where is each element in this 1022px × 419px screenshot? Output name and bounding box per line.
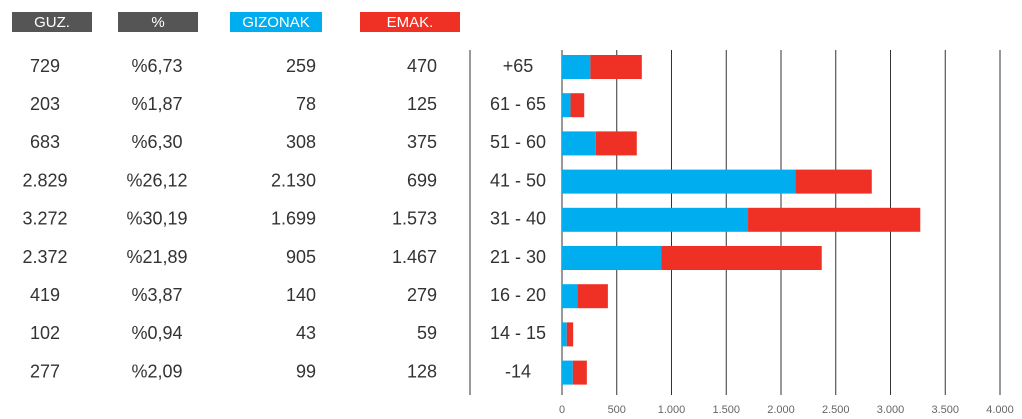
bar	[577, 284, 608, 309]
header-label: %	[151, 14, 164, 31]
cell: 59	[417, 323, 437, 343]
header-box	[360, 12, 460, 32]
category-label: 21 - 30	[490, 247, 546, 267]
bar	[562, 131, 596, 156]
cell: %1,87	[131, 94, 182, 114]
category-label: -14	[505, 361, 531, 381]
header-label: GUZ.	[34, 14, 70, 31]
x-tick-label: 2.500	[822, 404, 850, 416]
cell: 277	[30, 361, 60, 381]
bar	[562, 55, 591, 79]
cell: 2.372	[22, 247, 67, 267]
bar	[562, 93, 571, 118]
cell: %2,09	[131, 361, 182, 381]
cell: 729	[30, 56, 60, 76]
cell: 140	[286, 285, 316, 305]
cell: 2.130	[271, 170, 316, 190]
category-label: 16 - 20	[490, 285, 546, 305]
cell: 128	[407, 361, 437, 381]
cell: 125	[407, 94, 437, 114]
cell: %6,73	[131, 56, 182, 76]
cell: %30,19	[126, 209, 187, 229]
x-tick-label: 1.500	[712, 404, 740, 416]
cell: 99	[296, 361, 316, 381]
x-tick-label: 4.000	[986, 404, 1014, 416]
cell: 259	[286, 56, 316, 76]
bar	[562, 169, 796, 194]
x-tick-label: 0	[559, 404, 565, 416]
cell: 78	[296, 94, 316, 114]
category-label: 51 - 60	[490, 132, 546, 152]
category-label: +65	[503, 56, 534, 76]
header-label: GIZONAK	[242, 14, 310, 31]
cell: %21,89	[126, 247, 187, 267]
cell: 3.272	[22, 209, 67, 229]
category-label: 31 - 40	[490, 209, 546, 229]
bar	[562, 207, 749, 232]
bar	[748, 207, 921, 232]
header-box	[12, 12, 92, 32]
header-label: EMAK.	[387, 14, 434, 31]
bar	[562, 360, 573, 385]
cell: %26,12	[126, 170, 187, 190]
cell: 375	[407, 132, 437, 152]
category-label: 14 - 15	[490, 323, 546, 343]
bar	[562, 246, 662, 270]
bar	[562, 284, 578, 309]
cell: 905	[286, 247, 316, 267]
header-box	[230, 12, 322, 32]
bar	[590, 55, 642, 79]
x-tick-label: 3.000	[877, 404, 905, 416]
cell: 102	[30, 323, 60, 343]
bar	[572, 360, 587, 385]
cell: 308	[286, 132, 316, 152]
cell: 2.829	[22, 170, 67, 190]
cell: 1.573	[392, 209, 437, 229]
bar	[661, 246, 822, 270]
category-label: 41 - 50	[490, 170, 546, 190]
bar	[562, 322, 567, 347]
cell: 279	[407, 285, 437, 305]
x-tick-label: 500	[608, 404, 626, 416]
x-tick-label: 1.000	[658, 404, 686, 416]
header-box	[118, 12, 198, 32]
cell: 1.699	[271, 209, 316, 229]
cell: 1.467	[392, 247, 437, 267]
cell: %0,94	[131, 323, 182, 343]
x-tick-label: 2.000	[767, 404, 795, 416]
cell: 203	[30, 94, 60, 114]
x-tick-label: 3.500	[931, 404, 959, 416]
bar	[795, 169, 872, 194]
cell: 419	[30, 285, 60, 305]
cell: %3,87	[131, 285, 182, 305]
cell: 699	[407, 170, 437, 190]
category-label: 61 - 65	[490, 94, 546, 114]
cell: 43	[296, 323, 316, 343]
cell: 470	[407, 56, 437, 76]
bar	[595, 131, 637, 156]
cell: %6,30	[131, 132, 182, 152]
cell: 683	[30, 132, 60, 152]
bar	[570, 93, 585, 118]
bar	[566, 322, 574, 347]
